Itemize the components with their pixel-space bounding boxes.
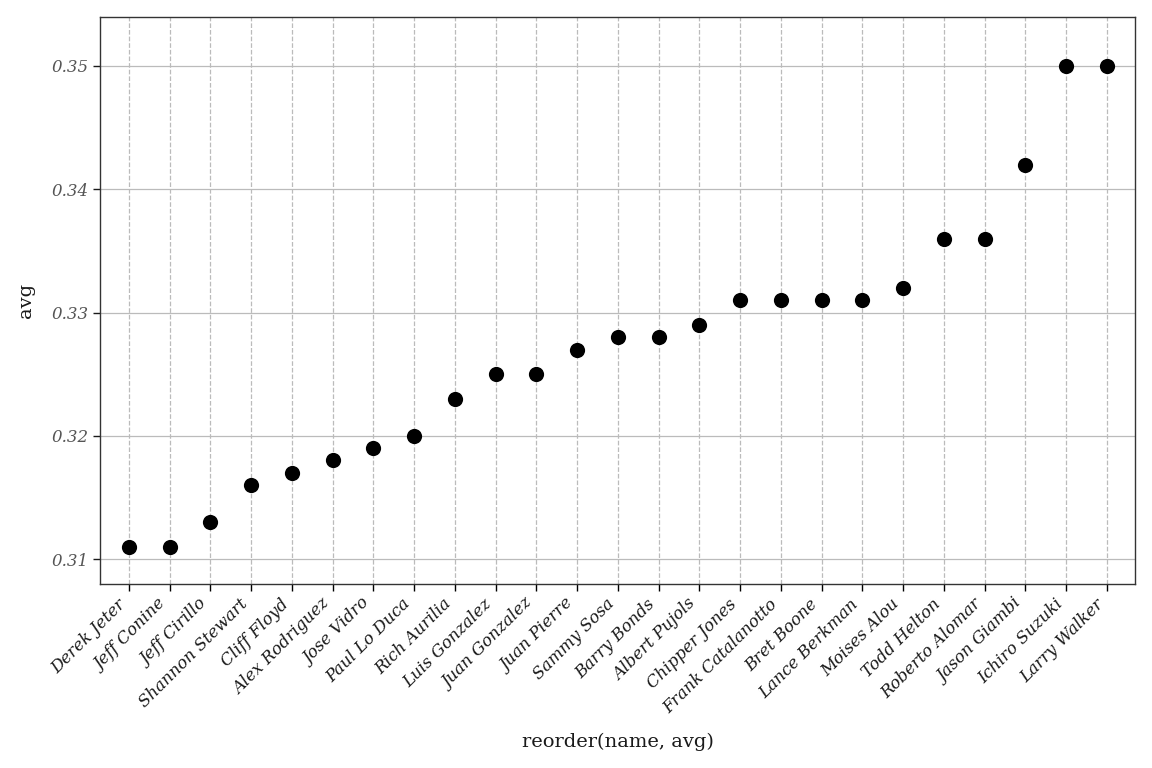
Point (446, 392, 464, 405)
Point (812, 294, 831, 306)
Point (730, 294, 749, 306)
Point (608, 331, 627, 343)
Point (1016, 158, 1034, 170)
Point (160, 541, 179, 553)
Point (486, 368, 505, 380)
Point (324, 455, 342, 467)
Point (934, 233, 953, 245)
Point (690, 319, 708, 331)
Point (854, 294, 872, 306)
Point (282, 467, 301, 479)
X-axis label: reorder(name, avg): reorder(name, avg) (522, 733, 714, 751)
Point (772, 294, 790, 306)
Point (568, 343, 586, 356)
Point (1098, 60, 1116, 72)
Point (364, 442, 382, 455)
Point (528, 368, 546, 380)
Y-axis label: avg: avg (16, 283, 35, 318)
Point (650, 331, 668, 343)
Point (404, 430, 423, 442)
Point (120, 541, 138, 553)
Point (894, 282, 912, 294)
Point (1056, 60, 1075, 72)
Point (202, 516, 220, 528)
Point (242, 479, 260, 492)
Point (976, 233, 994, 245)
